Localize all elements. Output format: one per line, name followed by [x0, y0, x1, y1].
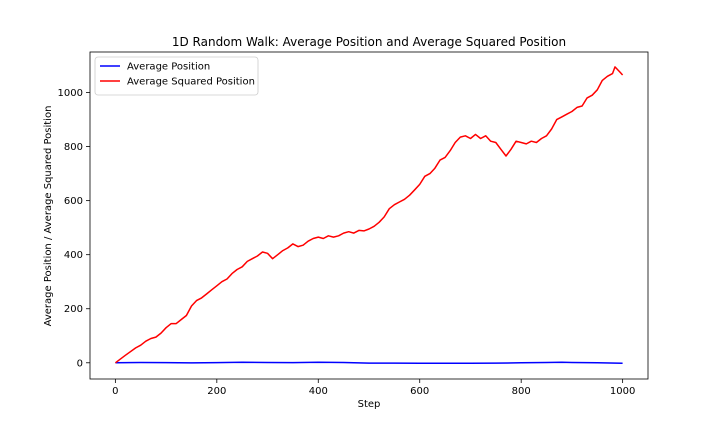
x-tick-label: 800 — [512, 386, 531, 397]
y-tick-label: 1000 — [58, 88, 83, 99]
x-tick-label: 0 — [112, 386, 118, 397]
legend-label-average-squared-position: Average Squared Position — [127, 77, 255, 88]
plot-area: 0 200 400 600 800 1000 0 200 400 600 800 1000 — [58, 51, 649, 397]
y-axis-label: Average Position / Average Squared Posit… — [43, 106, 54, 327]
plot-frame — [89, 51, 649, 380]
x-tick-label: 200 — [207, 386, 226, 397]
legend-box — [94, 56, 259, 96]
x-tick-label: 400 — [309, 386, 328, 397]
y-tick-label: 0 — [77, 358, 83, 369]
y-tick-label: 600 — [64, 196, 83, 207]
series-line-average-position — [115, 361, 623, 365]
x-axis-label: Step — [358, 399, 381, 410]
legend-label-average-position: Average Position — [127, 62, 210, 73]
y-tick-label: 800 — [64, 142, 83, 153]
chart-title: 1D Random Walk: Average Position and Ave… — [172, 35, 566, 49]
series-line-average-squared-position — [114, 66, 624, 364]
y-tick-label: 400 — [64, 250, 83, 261]
x-tick-label: 1000 — [610, 386, 635, 397]
legend: Average Position Average Squared Position — [94, 56, 259, 96]
x-tick-label: 600 — [410, 386, 429, 397]
y-tick-label: 200 — [64, 304, 83, 315]
